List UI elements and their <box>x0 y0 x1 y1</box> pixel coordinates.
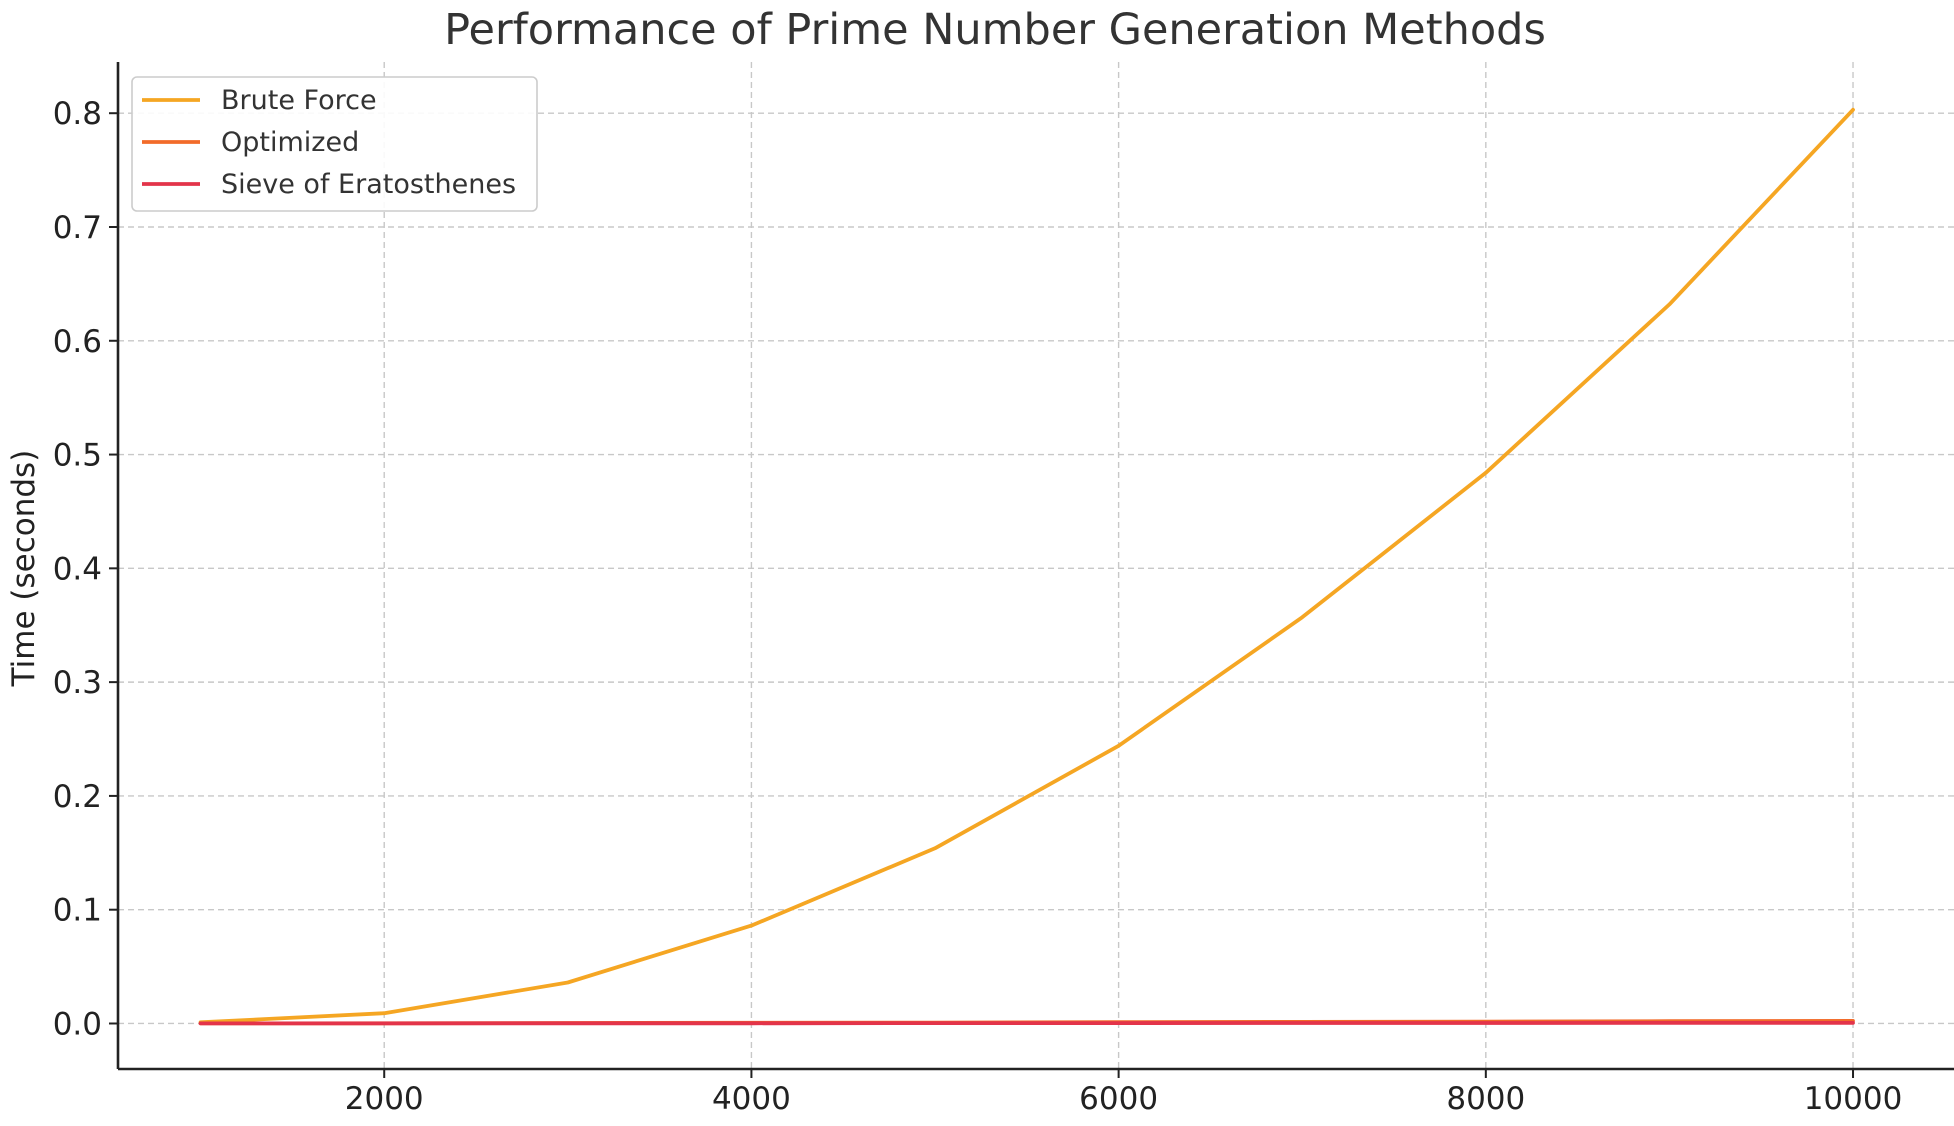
legend-label-1: Brute Force <box>221 85 377 116</box>
tick-labels: 2000 4000 6000 8000 10000 0.0 0.1 0.2 0.3 0.4 0.5 0… <box>53 96 1903 1117</box>
y-tick-label: 0.6 <box>53 324 102 360</box>
y-tick-label: 0.2 <box>53 779 102 815</box>
legend-box <box>131 76 538 212</box>
y-tick-label: 0.4 <box>53 551 102 587</box>
y-axis-label: Time (seconds) <box>6 450 42 688</box>
series-line-1 <box>198 107 1855 1025</box>
legend-label-3: Sieve of Eratosthenes <box>221 169 516 200</box>
series-lines <box>198 107 1855 1026</box>
y-tick-label: 0.1 <box>53 893 102 929</box>
y-tick-label: 0.3 <box>53 665 102 701</box>
axes <box>109 62 1954 1078</box>
x-tick-label: 2000 <box>345 1081 424 1117</box>
grid-lines <box>118 62 1954 1069</box>
legend-label-2: Optimized <box>221 127 359 158</box>
series-line-3 <box>198 1021 1855 1026</box>
y-tick-label: 0.8 <box>53 96 102 132</box>
x-tick-label: 8000 <box>1446 1081 1525 1117</box>
y-tick-label: 0.5 <box>53 438 102 474</box>
x-tick-label: 10000 <box>1804 1081 1903 1117</box>
x-tick-label: 6000 <box>1079 1081 1158 1117</box>
y-tick-label: 0.7 <box>53 210 102 246</box>
legend: Brute Force Optimized Sieve of Eratosthene… <box>131 76 538 212</box>
chart-title: Performance of Prime Number Generation M… <box>444 5 1546 55</box>
y-tick-label: 0.0 <box>53 1006 102 1042</box>
x-tick-label: 4000 <box>712 1081 791 1117</box>
